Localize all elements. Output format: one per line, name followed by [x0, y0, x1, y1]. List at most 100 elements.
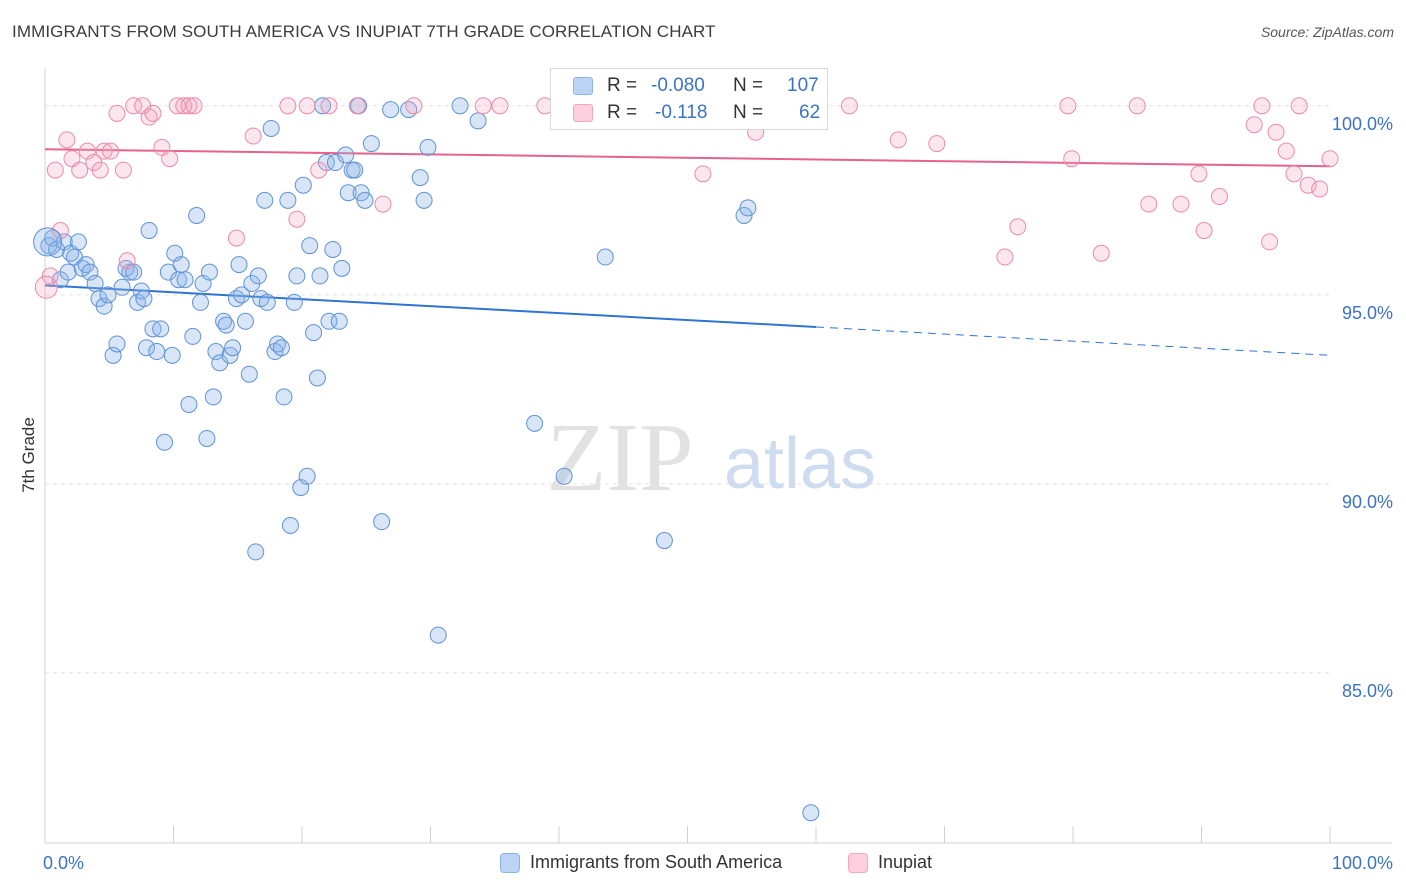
point-immigrants-south-america — [86, 274, 104, 292]
point-inupiat — [1195, 222, 1213, 240]
point-inupiat — [1190, 165, 1208, 183]
source-label: Source: ZipAtlas.com — [1260, 24, 1394, 40]
point-immigrants-south-america — [314, 97, 332, 115]
point-immigrants-south-america — [198, 429, 216, 447]
legend-swatch-series2 — [573, 104, 593, 122]
legend-swatch-series1 — [500, 853, 520, 873]
point-inupiat — [1311, 180, 1329, 198]
point-immigrants-south-america — [324, 240, 342, 258]
point-immigrants-south-america — [95, 297, 113, 315]
point-immigrants-south-america — [233, 286, 251, 304]
point-immigrants-south-america — [258, 293, 276, 311]
point-immigrants-south-america — [249, 267, 267, 285]
point-immigrants-south-america — [311, 267, 329, 285]
point-immigrants-south-america — [247, 543, 265, 561]
point-inupiat — [114, 161, 132, 179]
point-immigrants-south-america — [59, 263, 77, 281]
point-inupiat — [1140, 195, 1158, 213]
point-inupiat — [1277, 142, 1295, 160]
point-immigrants-south-america — [217, 316, 235, 334]
point-immigrants-south-america — [108, 335, 126, 353]
point-immigrants-south-america — [419, 138, 437, 156]
point-immigrants-south-america — [356, 191, 374, 209]
point-immigrants-south-america — [802, 804, 820, 822]
point-immigrants-south-america — [224, 339, 242, 357]
point-inupiat — [227, 229, 245, 247]
point-immigrants-south-america — [373, 513, 391, 531]
point-immigrants-south-america — [337, 146, 355, 164]
correlation-legend: R = -0.080 N = 107 R = -0.118 N = 62 — [550, 68, 828, 130]
y-tick-label: 95.0% — [1342, 303, 1393, 323]
point-inupiat — [298, 97, 316, 115]
point-inupiat — [320, 97, 338, 115]
point-immigrants-south-america — [121, 263, 139, 281]
point-immigrants-south-america — [739, 199, 757, 217]
point-inupiat — [118, 252, 136, 270]
point-immigrants-south-america — [655, 532, 673, 550]
point-immigrants-south-america — [429, 626, 447, 644]
point-immigrants-south-america — [301, 237, 319, 255]
point-immigrants-south-america — [275, 388, 293, 406]
point-inupiat — [928, 135, 946, 153]
point-immigrants-south-america — [285, 293, 303, 311]
point-immigrants-south-america — [113, 278, 131, 296]
point-immigrants-south-america — [184, 327, 202, 345]
point-immigrants-south-america — [272, 339, 290, 357]
point-immigrants-south-america — [191, 293, 209, 311]
point-inupiat — [185, 97, 203, 115]
legend-swatch-series1 — [573, 77, 593, 95]
x-tick-label: 100.0% — [1332, 853, 1393, 873]
point-inupiat — [1059, 97, 1077, 115]
point-immigrants-south-america — [200, 263, 218, 281]
point-inupiat — [405, 97, 423, 115]
y-axis-title: 7th Grade — [19, 417, 38, 493]
point-immigrants-south-america — [163, 346, 181, 364]
point-inupiat — [175, 97, 193, 115]
point-inupiat — [1290, 97, 1308, 115]
point-inupiat — [889, 131, 907, 149]
point-inupiat — [168, 97, 186, 115]
point-immigrants-south-america — [382, 101, 400, 119]
point-inupiat — [1172, 195, 1190, 213]
legend-r-value-series2: -0.118 — [655, 102, 708, 123]
point-inupiat — [51, 222, 69, 240]
point-immigrants-south-america — [256, 191, 274, 209]
point-immigrants-south-america — [236, 312, 254, 330]
point-inupiat — [1128, 97, 1146, 115]
point-immigrants-south-america — [288, 267, 306, 285]
point-inupiat — [144, 104, 162, 122]
trendline-extension-immigrants-south-america — [815, 326, 1331, 356]
y-tick-label: 90.0% — [1342, 492, 1393, 512]
point-inupiat — [71, 161, 89, 179]
point-immigrants-south-america — [188, 206, 206, 224]
point-immigrants-south-america — [230, 256, 248, 274]
point-immigrants-south-america — [69, 233, 87, 251]
watermark-atlas: atlas — [724, 424, 876, 504]
point-inupiat — [58, 131, 76, 149]
point-inupiat — [1321, 150, 1339, 168]
point-immigrants-south-america — [81, 263, 99, 281]
point-immigrants-south-america — [362, 135, 380, 153]
point-immigrants-south-america — [172, 256, 190, 274]
point-inupiat — [1210, 188, 1228, 206]
legend-n-label: N = — [733, 102, 764, 123]
legend-n-value-series2: 62 — [799, 102, 821, 123]
point-immigrants-south-america — [152, 320, 170, 338]
point-immigrants-south-america — [469, 112, 487, 130]
point-immigrants-south-america — [281, 516, 299, 534]
point-inupiat — [840, 97, 858, 115]
point-immigrants-south-america — [330, 312, 348, 330]
point-immigrants-south-america — [262, 119, 280, 137]
point-immigrants-south-america — [135, 290, 153, 308]
point-immigrants-south-america — [451, 97, 469, 115]
point-immigrants-south-america — [346, 161, 364, 179]
point-immigrants-south-america — [104, 346, 122, 364]
point-immigrants-south-america — [207, 343, 225, 361]
point-inupiat — [34, 275, 58, 299]
x-tick-label: 0.0% — [43, 853, 84, 873]
point-inupiat — [310, 161, 328, 179]
y-tick-label: 85.0% — [1342, 681, 1393, 701]
watermark-zip: ZIP — [547, 404, 694, 512]
point-immigrants-south-america — [294, 176, 312, 194]
